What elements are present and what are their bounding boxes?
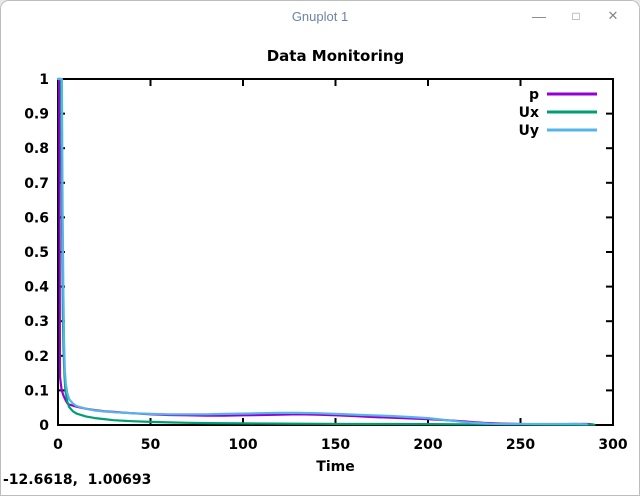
series-p — [56, 77, 594, 426]
x-tick-label: 100 — [228, 437, 257, 453]
y-tick-label: 0.4 — [24, 280, 49, 296]
x-tick-label: 250 — [506, 437, 535, 453]
x-tick-label: 0 — [53, 437, 63, 453]
legend-entry-Uy[interactable]: Uy — [519, 123, 598, 139]
y-tick-label: 0.2 — [24, 349, 49, 365]
minimize-icon[interactable]: — — [532, 8, 546, 24]
chart-title: Data Monitoring — [267, 47, 405, 65]
y-tick-label: 0.8 — [24, 141, 49, 157]
y-tick-label: 0 — [39, 418, 49, 434]
y-tick-label: 0.6 — [24, 210, 49, 226]
legend-label-Ux: Ux — [519, 105, 539, 121]
x-tick-label: 200 — [413, 437, 442, 453]
coordinate-readout: -12.6618, 1.00693 — [3, 472, 152, 488]
y-tick-label: 0.3 — [24, 314, 49, 330]
y-tick-label: 0.7 — [24, 176, 49, 192]
close-icon[interactable]: ✕ — [607, 8, 619, 23]
window-titlebar[interactable]: Gnuplot 1 — [1, 1, 639, 31]
legend-entry-Ux[interactable]: Ux — [519, 105, 597, 121]
window-title: Gnuplot 1 — [291, 8, 349, 24]
series-Ux — [56, 77, 596, 426]
y-tick-label: 0.9 — [24, 107, 49, 123]
window-controls: — □ ✕ — [531, 1, 621, 31]
y-tick-label: 0.1 — [24, 383, 49, 399]
x-tick-label: 150 — [321, 437, 350, 453]
legend-entry-p[interactable]: p — [529, 87, 597, 103]
x-tick-label: 300 — [598, 437, 627, 453]
y-tick-label: 0.5 — [24, 245, 49, 261]
maximize-icon[interactable]: □ — [572, 9, 580, 23]
series-Uy — [56, 77, 589, 426]
x-tick-label: 50 — [141, 437, 161, 453]
x-axis-label: Time — [316, 459, 354, 475]
y-tick-label: 1 — [39, 72, 49, 88]
legend-label-Uy: Uy — [519, 123, 540, 139]
legend-label-p: p — [529, 87, 539, 103]
